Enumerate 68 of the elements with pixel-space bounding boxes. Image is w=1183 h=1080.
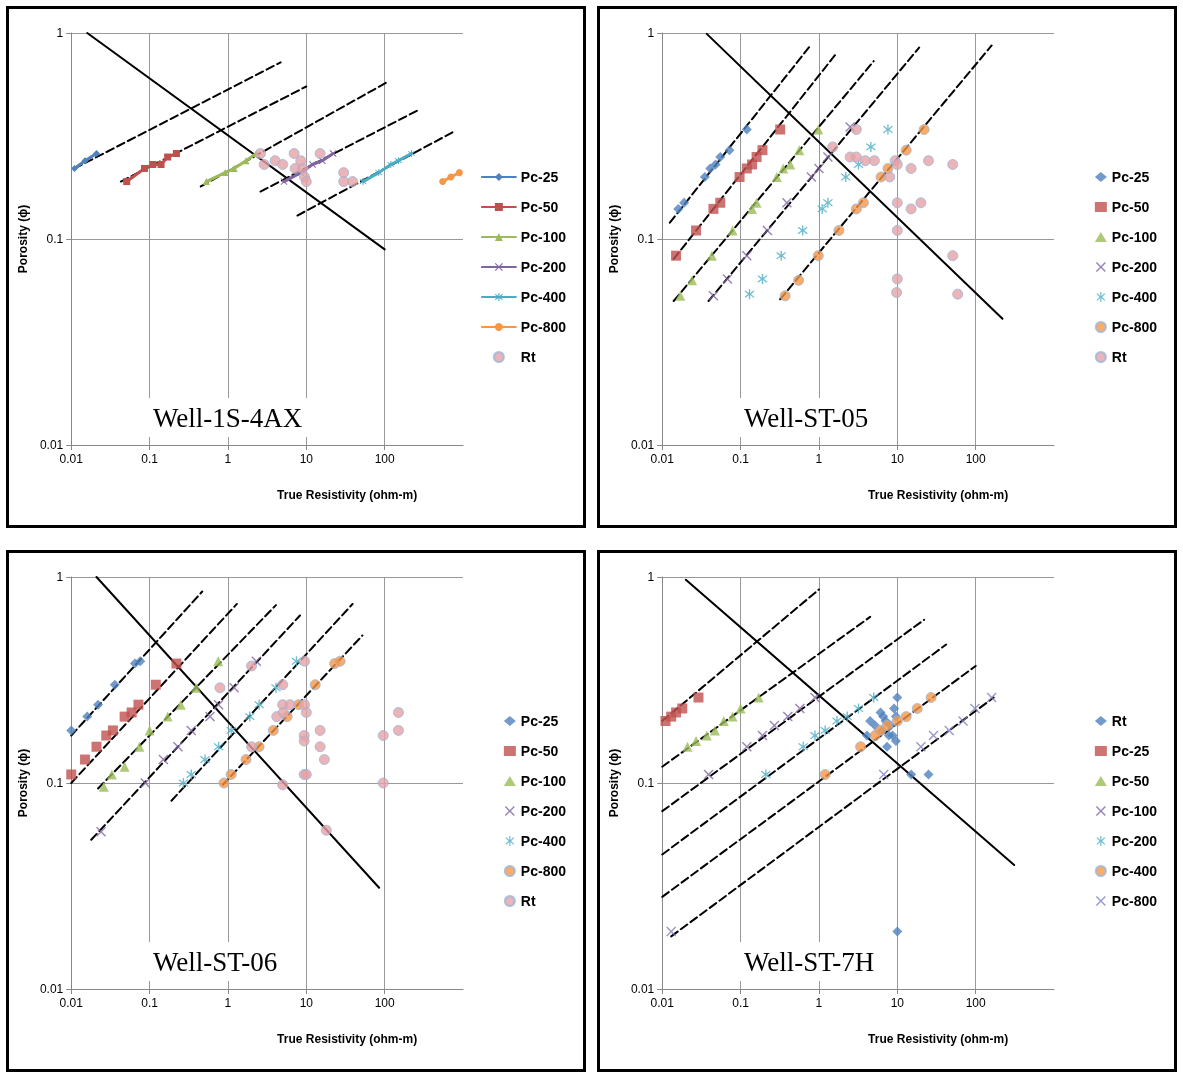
x-tick-label: 10 [299, 452, 314, 466]
x-tick-label: 0.1 [141, 996, 159, 1010]
x-tick-label: 10 [299, 996, 314, 1010]
legend-label: Pc-50 [1111, 199, 1150, 215]
y-tick-label: 0.1 [46, 232, 64, 246]
legend-label: Pc-800 [1111, 319, 1158, 335]
x-tick-label: 100 [374, 996, 395, 1010]
x-tick-label: 1 [815, 452, 823, 466]
legend-label: Pc-800 [520, 863, 567, 879]
text: Well-ST-7H [744, 946, 875, 977]
y-axis-title: Porosity (ɸ) [16, 204, 30, 274]
legend-label: Pc-25 [520, 713, 559, 729]
y-axis-title: Porosity (ɸ) [16, 748, 30, 818]
legend-label: Pc-100 [1111, 229, 1158, 245]
text: Well-1S-4AX [153, 402, 303, 433]
legend-label: Pc-800 [520, 319, 567, 335]
y-axis-title: Porosity (ɸ) [607, 748, 621, 818]
legend-label: Pc-50 [520, 199, 559, 215]
x-tick-label: 10 [890, 996, 905, 1010]
y-tick-label: 0.01 [39, 982, 64, 996]
legend-label: Rt [1111, 349, 1127, 365]
y-tick-label: 1 [56, 26, 64, 40]
y-tick-label: 0.01 [630, 982, 655, 996]
legend-label: Pc-25 [1111, 169, 1150, 185]
x-tick-label: 0.1 [732, 452, 750, 466]
y-tick-label: 0.01 [39, 438, 64, 452]
x-tick-label: 100 [965, 452, 986, 466]
legend-label: Pc-400 [1111, 289, 1158, 305]
y-tick-label: 0.1 [46, 776, 64, 790]
x-tick-label: 1 [224, 452, 232, 466]
y-tick-label: 1 [647, 26, 655, 40]
x-tick-label: 100 [965, 996, 986, 1010]
legend-label: Pc-400 [1111, 863, 1158, 879]
x-tick-label: 1 [224, 996, 232, 1010]
x-axis-title: True Resistivity (ohm-m) [277, 488, 418, 502]
legend-label: Pc-100 [1111, 803, 1158, 819]
y-tick-label: 0.01 [630, 438, 655, 452]
y-tick-label: 1 [56, 570, 64, 584]
x-tick-label: 0.1 [141, 452, 159, 466]
x-axis-title: True Resistivity (ohm-m) [868, 1032, 1009, 1046]
x-tick-label: 1 [815, 996, 823, 1010]
legend-label: Pc-200 [520, 803, 567, 819]
legend-label: Pc-400 [520, 833, 567, 849]
x-tick-label: 10 [890, 452, 905, 466]
y-axis-title: Porosity (ɸ) [607, 204, 621, 274]
legend-label: Pc-100 [520, 773, 567, 789]
legend-label: Rt [520, 893, 536, 909]
y-tick-label: 1 [647, 570, 655, 584]
legend-label: Pc-25 [520, 169, 559, 185]
legend-label: Pc-25 [1111, 743, 1150, 759]
x-axis-title: True Resistivity (ohm-m) [277, 1032, 418, 1046]
text: Well-ST-05 [744, 402, 869, 433]
x-tick-label: 0.1 [732, 996, 750, 1010]
legend-label: Pc-200 [520, 259, 567, 275]
x-tick-label: 100 [374, 452, 395, 466]
legend-label: Pc-200 [1111, 833, 1158, 849]
y-tick-label: 0.1 [637, 232, 655, 246]
legend-label: Rt [520, 349, 536, 365]
legend-label: Pc-200 [1111, 259, 1158, 275]
legend-label: Pc-800 [1111, 893, 1158, 909]
legend-label: Pc-400 [520, 289, 567, 305]
legend-label: Pc-100 [520, 229, 567, 245]
legend-label: Pc-50 [1111, 773, 1150, 789]
y-tick-label: 0.1 [637, 776, 655, 790]
legend-label: Pc-50 [520, 743, 559, 759]
legend-label: Rt [1111, 713, 1127, 729]
x-axis-title: True Resistivity (ohm-m) [868, 488, 1009, 502]
text: Well-ST-06 [153, 946, 278, 977]
